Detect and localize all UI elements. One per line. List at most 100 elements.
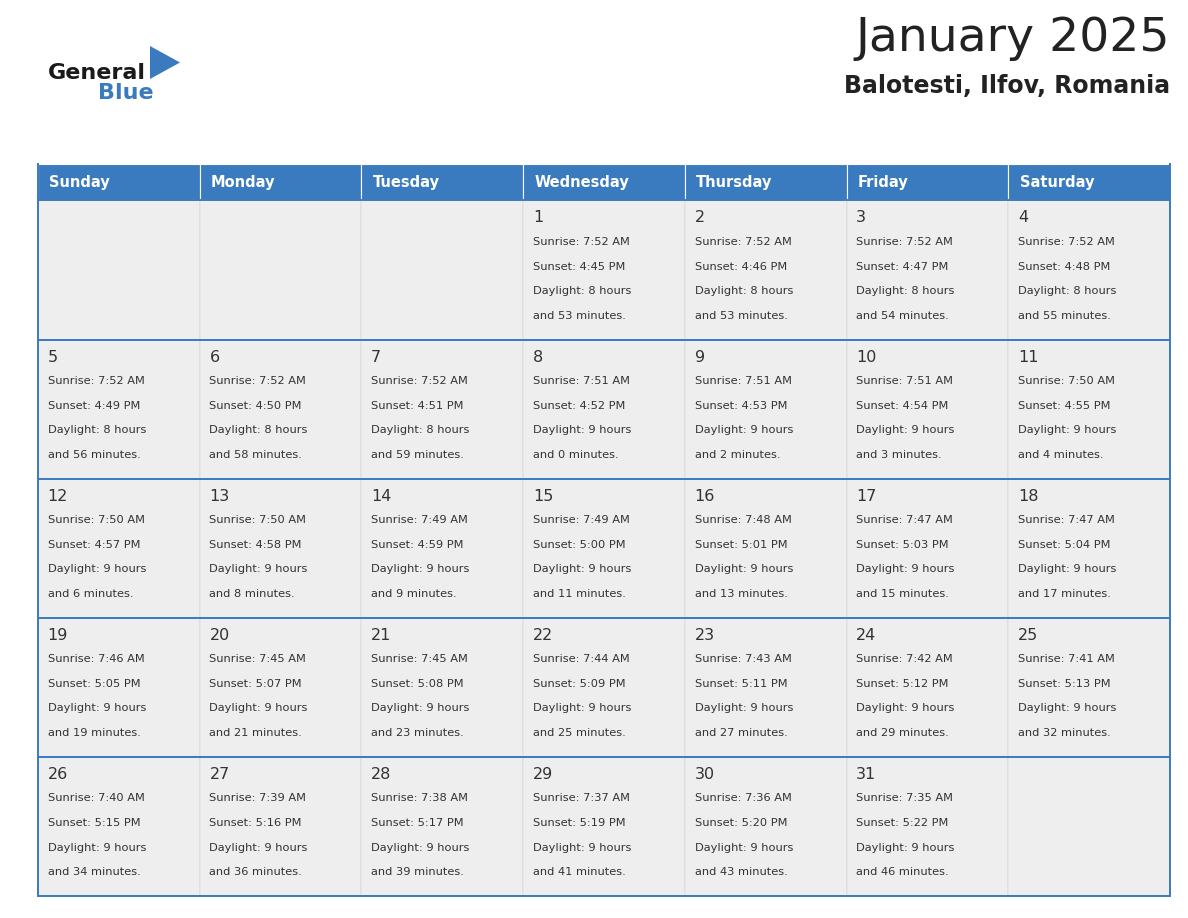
Text: Sunset: 4:55 PM: Sunset: 4:55 PM	[1018, 400, 1111, 410]
Text: Daylight: 9 hours: Daylight: 9 hours	[48, 703, 146, 713]
Text: Daylight: 8 hours: Daylight: 8 hours	[371, 425, 469, 435]
Text: Sunset: 5:11 PM: Sunset: 5:11 PM	[695, 679, 788, 688]
Bar	[361, 164, 523, 200]
Text: Sunrise: 7:52 AM: Sunrise: 7:52 AM	[695, 237, 791, 247]
Text: Sunrise: 7:51 AM: Sunrise: 7:51 AM	[695, 376, 791, 386]
Text: Sunrise: 7:40 AM: Sunrise: 7:40 AM	[48, 793, 145, 803]
Text: 15: 15	[533, 488, 554, 504]
Bar	[847, 478, 1009, 618]
Text: Sunrise: 7:50 AM: Sunrise: 7:50 AM	[209, 515, 307, 525]
Text: Daylight: 9 hours: Daylight: 9 hours	[1018, 703, 1117, 713]
Text: and 58 minutes.: and 58 minutes.	[209, 450, 302, 460]
Text: Sunrise: 7:46 AM: Sunrise: 7:46 AM	[48, 655, 145, 665]
Text: Sunset: 4:53 PM: Sunset: 4:53 PM	[695, 400, 788, 410]
Bar	[523, 757, 684, 896]
Text: Daylight: 9 hours: Daylight: 9 hours	[1018, 425, 1117, 435]
Text: Daylight: 8 hours: Daylight: 8 hours	[695, 286, 792, 297]
Text: Sunset: 5:22 PM: Sunset: 5:22 PM	[857, 818, 949, 828]
Bar	[847, 164, 1009, 200]
Bar	[200, 340, 361, 478]
Text: Sunrise: 7:52 AM: Sunrise: 7:52 AM	[371, 376, 468, 386]
Bar	[684, 757, 847, 896]
Text: and 15 minutes.: and 15 minutes.	[857, 589, 949, 599]
Text: and 46 minutes.: and 46 minutes.	[857, 868, 949, 878]
Text: and 32 minutes.: and 32 minutes.	[1018, 728, 1111, 738]
Text: 27: 27	[209, 767, 229, 782]
Bar	[523, 478, 684, 618]
Text: and 39 minutes.: and 39 minutes.	[371, 868, 465, 878]
Text: 6: 6	[209, 350, 220, 364]
Text: and 23 minutes.: and 23 minutes.	[371, 728, 463, 738]
Text: 25: 25	[1018, 628, 1038, 643]
Bar	[361, 478, 523, 618]
Text: Sunrise: 7:45 AM: Sunrise: 7:45 AM	[209, 655, 307, 665]
Text: Daylight: 9 hours: Daylight: 9 hours	[209, 703, 308, 713]
Text: 9: 9	[695, 350, 704, 364]
Text: and 0 minutes.: and 0 minutes.	[533, 450, 619, 460]
Text: and 56 minutes.: and 56 minutes.	[48, 450, 140, 460]
Text: Daylight: 8 hours: Daylight: 8 hours	[1018, 286, 1117, 297]
Text: 13: 13	[209, 488, 229, 504]
Text: Daylight: 9 hours: Daylight: 9 hours	[209, 843, 308, 853]
Bar	[200, 164, 361, 200]
Text: and 2 minutes.: and 2 minutes.	[695, 450, 781, 460]
Text: Sunrise: 7:52 AM: Sunrise: 7:52 AM	[1018, 237, 1114, 247]
Text: Balotesti, Ilfov, Romania: Balotesti, Ilfov, Romania	[843, 74, 1170, 98]
Text: Sunrise: 7:51 AM: Sunrise: 7:51 AM	[533, 376, 630, 386]
Text: Daylight: 9 hours: Daylight: 9 hours	[533, 843, 631, 853]
Text: and 29 minutes.: and 29 minutes.	[857, 728, 949, 738]
Text: Daylight: 9 hours: Daylight: 9 hours	[857, 703, 955, 713]
Text: Daylight: 9 hours: Daylight: 9 hours	[371, 565, 469, 575]
Text: Sunrise: 7:52 AM: Sunrise: 7:52 AM	[48, 376, 145, 386]
Text: Sunset: 5:04 PM: Sunset: 5:04 PM	[1018, 540, 1111, 550]
Text: and 25 minutes.: and 25 minutes.	[533, 728, 626, 738]
Text: Daylight: 9 hours: Daylight: 9 hours	[533, 565, 631, 575]
Text: 19: 19	[48, 628, 68, 643]
Text: and 34 minutes.: and 34 minutes.	[48, 868, 140, 878]
Text: 31: 31	[857, 767, 877, 782]
Text: Daylight: 9 hours: Daylight: 9 hours	[48, 565, 146, 575]
Text: Sunset: 4:45 PM: Sunset: 4:45 PM	[533, 262, 625, 272]
Text: Sunrise: 7:42 AM: Sunrise: 7:42 AM	[857, 655, 953, 665]
Text: Sunset: 5:07 PM: Sunset: 5:07 PM	[209, 679, 302, 688]
Text: Sunset: 4:52 PM: Sunset: 4:52 PM	[533, 400, 625, 410]
Text: Sunrise: 7:52 AM: Sunrise: 7:52 AM	[857, 237, 953, 247]
Text: January 2025: January 2025	[855, 16, 1170, 61]
Bar	[38, 757, 200, 896]
Text: Sunset: 5:17 PM: Sunset: 5:17 PM	[371, 818, 463, 828]
Bar	[38, 340, 200, 478]
Text: Blue: Blue	[97, 83, 153, 103]
Text: 3: 3	[857, 210, 866, 226]
Text: Sunrise: 7:49 AM: Sunrise: 7:49 AM	[371, 515, 468, 525]
Bar	[38, 478, 200, 618]
Text: Sunrise: 7:52 AM: Sunrise: 7:52 AM	[209, 376, 307, 386]
Text: Sunset: 5:12 PM: Sunset: 5:12 PM	[857, 679, 949, 688]
Text: Daylight: 8 hours: Daylight: 8 hours	[209, 425, 308, 435]
Text: Sunset: 5:09 PM: Sunset: 5:09 PM	[533, 679, 625, 688]
Bar	[523, 618, 684, 757]
Bar	[200, 200, 361, 340]
Text: General: General	[48, 63, 146, 83]
Text: Sunset: 4:58 PM: Sunset: 4:58 PM	[209, 540, 302, 550]
Text: Daylight: 9 hours: Daylight: 9 hours	[695, 703, 792, 713]
Text: and 27 minutes.: and 27 minutes.	[695, 728, 788, 738]
Bar	[684, 164, 847, 200]
Bar	[38, 200, 200, 340]
Bar	[38, 164, 200, 200]
Text: Sunset: 4:57 PM: Sunset: 4:57 PM	[48, 540, 140, 550]
Text: Sunset: 4:54 PM: Sunset: 4:54 PM	[857, 400, 949, 410]
Bar	[847, 340, 1009, 478]
Text: 26: 26	[48, 767, 68, 782]
Text: Daylight: 8 hours: Daylight: 8 hours	[857, 286, 955, 297]
Bar	[523, 164, 684, 200]
Text: Daylight: 9 hours: Daylight: 9 hours	[857, 425, 955, 435]
Text: 11: 11	[1018, 350, 1038, 364]
Text: Sunset: 5:16 PM: Sunset: 5:16 PM	[209, 818, 302, 828]
Text: Sunset: 5:01 PM: Sunset: 5:01 PM	[695, 540, 788, 550]
Text: Daylight: 9 hours: Daylight: 9 hours	[371, 843, 469, 853]
Text: and 59 minutes.: and 59 minutes.	[371, 450, 465, 460]
Text: Monday: Monday	[211, 174, 276, 190]
Text: 28: 28	[371, 767, 392, 782]
Text: and 19 minutes.: and 19 minutes.	[48, 728, 140, 738]
Text: Sunset: 4:51 PM: Sunset: 4:51 PM	[371, 400, 463, 410]
